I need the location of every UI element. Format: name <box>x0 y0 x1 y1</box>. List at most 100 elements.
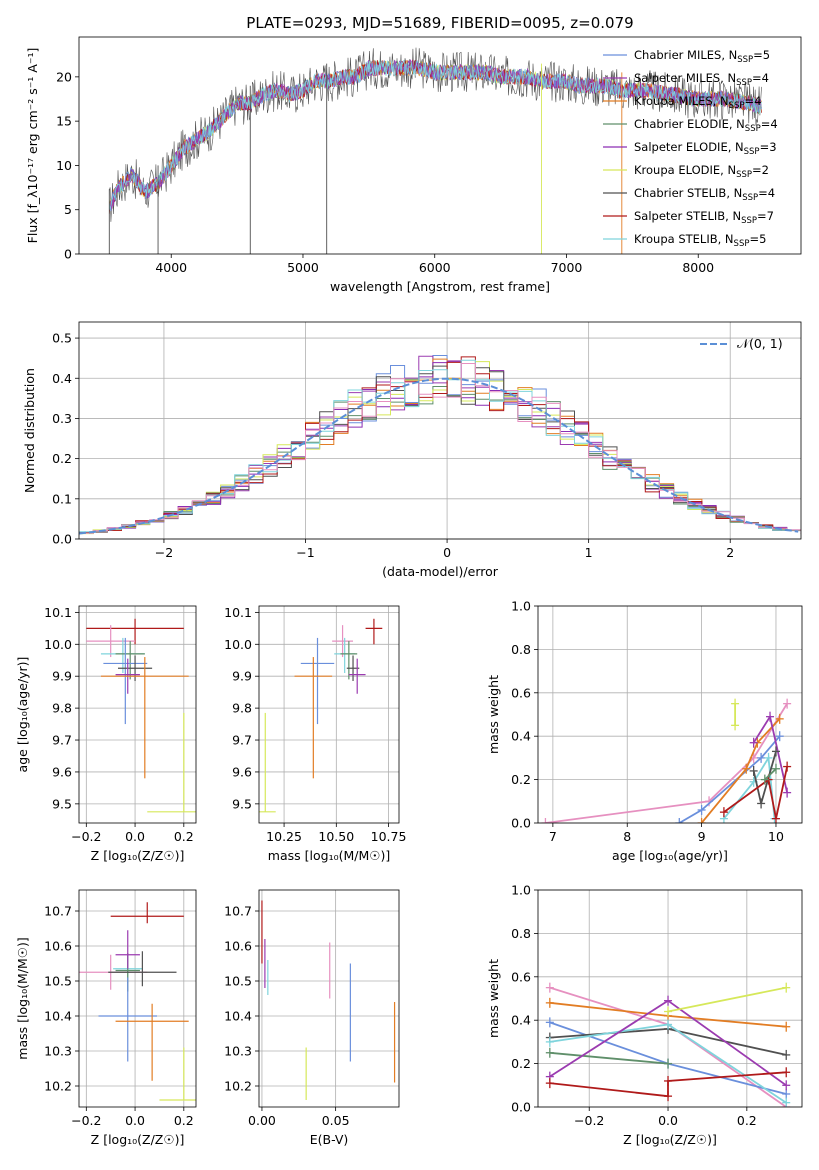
errorbar-point <box>110 902 184 924</box>
y-tick-label: 10.6 <box>44 939 72 954</box>
spectrum-line-kroupa_stelib <box>108 59 762 210</box>
y-tick-label: 9.8 <box>52 701 72 716</box>
x-tick-label: 1 <box>585 545 593 560</box>
errorbar-point <box>86 625 136 658</box>
y-tick-label: 10.3 <box>224 1044 252 1059</box>
y-axis-label: mass weight <box>486 959 501 1038</box>
y-tick-label: 0.4 <box>52 371 72 386</box>
residual-histogram-kroupa_stelib <box>79 359 801 535</box>
y-tick-label: 10.0 <box>44 637 72 652</box>
weight-line <box>549 1051 669 1065</box>
y-tick-label: 10.3 <box>44 1044 72 1059</box>
weight-line <box>667 986 787 1013</box>
y-tick-label: 0.0 <box>52 532 72 547</box>
age_vs_z-frame <box>78 605 197 824</box>
x-tick-label: −1 <box>296 545 314 560</box>
x-tick-label: 0.0 <box>658 1113 678 1128</box>
spectrum-plot-area <box>108 47 762 254</box>
weight-line <box>764 768 777 781</box>
y-tick-label: 0.8 <box>511 642 531 657</box>
weight_vs_z-frame <box>537 889 803 1108</box>
x-axis-label: wavelength [Angstrom, rest frame] <box>330 279 550 294</box>
y-tick-label: 9.6 <box>232 764 252 779</box>
y-tick-label: 9.9 <box>52 669 72 684</box>
x-tick-label: −2 <box>155 545 173 560</box>
y-tick-label: 10.4 <box>44 1009 72 1024</box>
x-axis-label: Z [log₁₀(Z/Z☉)] <box>623 1132 717 1147</box>
errorbar-point <box>98 977 157 1062</box>
y-tick-label: 0.5 <box>52 331 72 346</box>
y-tick-label: 10.5 <box>44 974 72 989</box>
mass_vs_ebv-axes: 0.00 0.05 10.2 10.3 10.4 10.5 10.6 10.7 E(B-V) <box>224 890 399 1147</box>
weight_vs_z-axes: −0.2 0.0 0.2 0.0 0.2 0.4 0.6 0.8 1.0 Z [log₁₀(Z/Z… <box>486 883 802 1147</box>
y-tick-label: 0 <box>64 247 72 262</box>
y-tick-label: 15 <box>56 114 72 129</box>
age_vs_mass-plot-area <box>259 618 383 813</box>
errorbar-point <box>259 712 276 813</box>
y-axis-label: Flux [f_λ10⁻¹⁷ erg cm⁻² s⁻¹ A⁻¹] <box>25 48 40 244</box>
weight-series-pink <box>541 698 792 823</box>
spectrum-axes: 4000 5000 6000 7000 8000 0 5 10 15 20 wavelength [… <box>25 48 714 294</box>
weight-line <box>700 718 781 823</box>
weight-line <box>678 735 781 823</box>
legend-label: Chabrier MILES, NSSP=5 <box>634 48 770 65</box>
legend-label: Kroupa ELODIE, NSSP=2 <box>634 163 769 180</box>
y-tick-label: 9.6 <box>52 764 72 779</box>
x-axis-label: Z [log₁₀(Z/Z☉)] <box>91 848 185 863</box>
legend-label: Kroupa MILES, NSSP=4 <box>634 94 761 111</box>
y-tick-label: 1.0 <box>511 599 531 614</box>
x-tick-label: −0.2 <box>574 1113 604 1128</box>
x-tick-label: 0.00 <box>248 1113 276 1128</box>
y-tick-label: 10.1 <box>44 605 72 620</box>
y-tick-label: 10.7 <box>224 904 252 919</box>
y-tick-label: 10.6 <box>224 939 252 954</box>
y-tick-label: 0.2 <box>511 1056 531 1071</box>
x-tick-label: 8000 <box>682 260 714 275</box>
errorbar-point <box>103 637 148 725</box>
age_vs_z-axes: −0.2 0.0 0.2 9.5 9.6 9.7 9.8 9.9 10.0 10.1 Z [log₁… <box>15 605 196 863</box>
y-tick-label: 0.6 <box>511 969 531 984</box>
errorbar-point <box>159 1047 196 1101</box>
errorbar-point <box>340 641 358 680</box>
weight-line <box>549 1071 787 1098</box>
weight-series-kroupa_elodie <box>731 698 740 731</box>
mass_vs_ebv-frame <box>258 889 400 1108</box>
y-tick-label: 9.7 <box>52 733 72 748</box>
errorbar-point <box>332 625 354 658</box>
weight-series-chabrier_stelib <box>749 746 780 809</box>
x-tick-label: 0.0 <box>125 1113 145 1128</box>
y-tick-label: 0.6 <box>511 685 531 700</box>
weight-line <box>723 755 776 820</box>
weight-series-chabrier_elodie <box>760 763 780 785</box>
normal-curve <box>79 377 799 535</box>
y-tick-label: 10.7 <box>44 904 72 919</box>
x-axis-label: mass [log₁₀(M/M☉)] <box>268 848 390 863</box>
y-tick-label: 0.2 <box>511 772 531 787</box>
weight-series-salpeter_miles <box>749 711 792 798</box>
x-tick-label: 2 <box>726 545 734 560</box>
x-tick-label: 0.0 <box>125 829 145 844</box>
y-axis-label: Normed distribution <box>22 368 37 493</box>
weight-series-kroupa_elodie <box>664 982 791 1017</box>
legend-label: Salpeter MILES, NSSP=4 <box>634 71 769 88</box>
x-tick-label: 0.2 <box>174 829 194 844</box>
y-tick-label: 9.7 <box>232 733 252 748</box>
errorbar-point <box>294 657 333 779</box>
mass_vs_ebv-plot-area <box>261 900 396 1100</box>
y-tick-label: 10.2 <box>44 1079 72 1094</box>
age_vs_mass-axes: 10.25 10.50 10.75 9.5 9.6 9.7 9.8 9.9 10.0 10.1 ma… <box>224 605 406 863</box>
mass_vs_z-frame <box>78 889 197 1108</box>
x-tick-label: 7000 <box>551 260 583 275</box>
y-tick-label: 0.8 <box>511 926 531 941</box>
y-tick-label: 0.4 <box>511 1013 531 1028</box>
x-axis-label: (data-model)/error <box>382 564 499 579</box>
legend-label: Salpeter ELODIE, NSSP=3 <box>634 140 777 157</box>
x-tick-label: 6000 <box>419 260 451 275</box>
weight-series-kroupa_miles <box>697 713 784 823</box>
weight-series-chabrier_miles <box>675 731 784 823</box>
errorbar-point <box>115 930 140 969</box>
spectrum-frame <box>78 36 802 255</box>
weight-series-kroupa_stelib <box>545 1019 791 1107</box>
y-tick-label: 20 <box>56 69 72 84</box>
